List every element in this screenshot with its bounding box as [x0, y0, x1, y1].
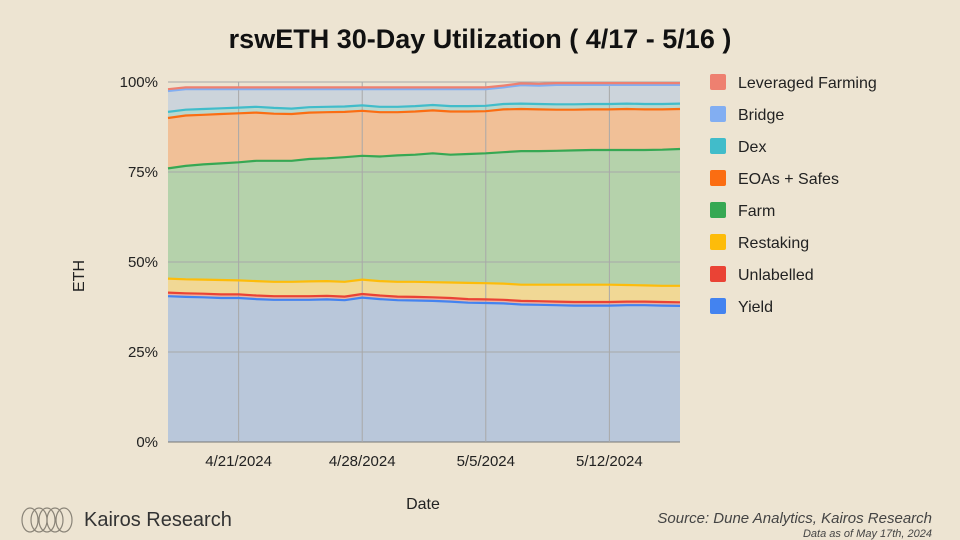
brand-name: Kairos Research — [84, 508, 232, 531]
line-farm — [167, 147, 681, 170]
kairos-logo-icon — [21, 507, 73, 533]
source-text: Source: Dune Analytics, Kairos Research — [657, 510, 932, 527]
legend-label-yield: Yield — [738, 299, 773, 316]
area-restaking — [168, 278, 680, 303]
legend-label-restaking: Restaking — [738, 235, 809, 252]
area-farm — [168, 149, 680, 286]
line-restaking — [167, 277, 680, 287]
line-dex — [167, 102, 681, 113]
x-tick-label: 4/21/2024 — [205, 453, 272, 470]
area-eoas-safes — [168, 109, 680, 169]
x-tick-label: 5/5/2024 — [457, 453, 515, 470]
legend-label-dex: Dex — [738, 139, 766, 156]
line-unlabelled — [167, 291, 681, 304]
legend: Leveraged Farming Bridge Dex EOAs + Safes Fa… — [710, 74, 877, 316]
data-date: Data as of May 17th, 2024 — [802, 528, 932, 540]
legend-swatch-yield — [710, 298, 726, 314]
y-tick-label: 50% — [128, 254, 158, 271]
legend-swatch-restaking — [710, 234, 726, 250]
brand: Kairos Research — [18, 506, 232, 534]
legend-swatch-leveraged-farming — [710, 74, 726, 90]
x-axis-title: Date — [406, 496, 440, 513]
legend-label-farm: Farm — [738, 203, 775, 220]
line-leveraged-farming — [167, 82, 680, 91]
y-axis-title: ETH — [71, 260, 88, 292]
line-eoas-safes — [167, 107, 681, 120]
x-tick-label: 4/28/2024 — [329, 453, 396, 470]
legend-label-bridge: Bridge — [738, 107, 784, 124]
source-note: Source: Dune Analytics, Kairos Research … — [657, 510, 932, 540]
y-tick-label: 25% — [128, 344, 158, 361]
legend-label-leveraged-farming: Leveraged Farming — [738, 75, 877, 92]
legend-swatch-bridge — [710, 106, 726, 122]
y-tick-label: 0% — [136, 434, 158, 451]
y-tick-label: 100% — [120, 74, 158, 91]
x-tick-label: 5/12/2024 — [576, 453, 643, 470]
legend-swatch-unlabelled — [710, 266, 726, 282]
chart-title: rswETH 30-Day Utilization ( 4/17 - 5/16 … — [228, 24, 732, 54]
legend-label-unlabelled: Unlabelled — [738, 267, 814, 284]
legend-swatch-dex — [710, 138, 726, 154]
y-tick-label: 75% — [128, 164, 158, 181]
legend-label-eoas-safes: EOAs + Safes — [738, 171, 839, 188]
plot-area — [167, 81, 681, 443]
legend-swatch-farm — [710, 202, 726, 218]
area-yield — [168, 296, 680, 442]
axes: ETH Date 0% 25% 50% 75% 100% 4/21/2024 4/28/20… — [71, 74, 643, 513]
legend-swatch-eoas-safes — [710, 170, 726, 186]
line-yield — [167, 295, 681, 307]
line-bridge — [167, 83, 680, 93]
area-bridge — [168, 84, 680, 112]
